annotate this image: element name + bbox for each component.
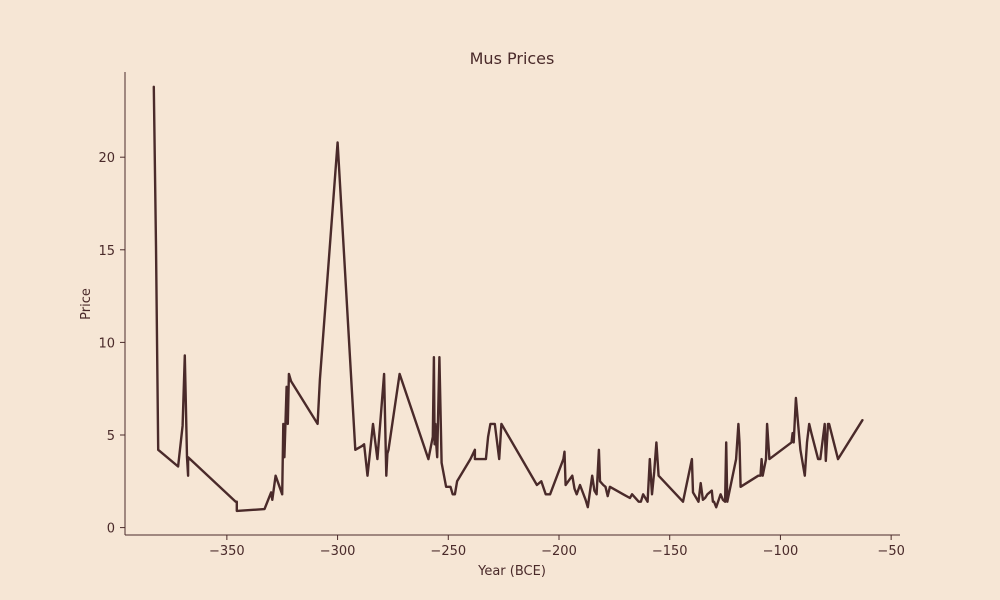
x-tick-label: −150 [652,544,688,559]
x-axis-label: Year (BCE) [477,564,546,579]
x-tick-label: −50 [877,544,904,559]
x-tick-label: −300 [320,544,356,559]
y-axis-label: Price [79,288,94,320]
y-tick-label: 15 [98,244,115,259]
y-axis-ticks: 0 5 10 15 20 [98,151,125,537]
x-tick-label: −250 [430,544,466,559]
y-tick-label: 20 [98,151,115,166]
x-tick-label: −350 [209,544,245,559]
chart-title: Mus Prices [470,49,555,68]
plot-area [152,85,864,513]
x-tick-label: −100 [763,544,799,559]
y-tick-label: 5 [107,429,115,444]
y-tick-label: 10 [98,336,115,351]
price-series-line [152,85,864,513]
x-tick-label: −200 [541,544,577,559]
x-axis-ticks: −350 −300 −250 −200 −150 −100 −50 [209,535,905,559]
y-tick-label: 0 [107,522,115,537]
